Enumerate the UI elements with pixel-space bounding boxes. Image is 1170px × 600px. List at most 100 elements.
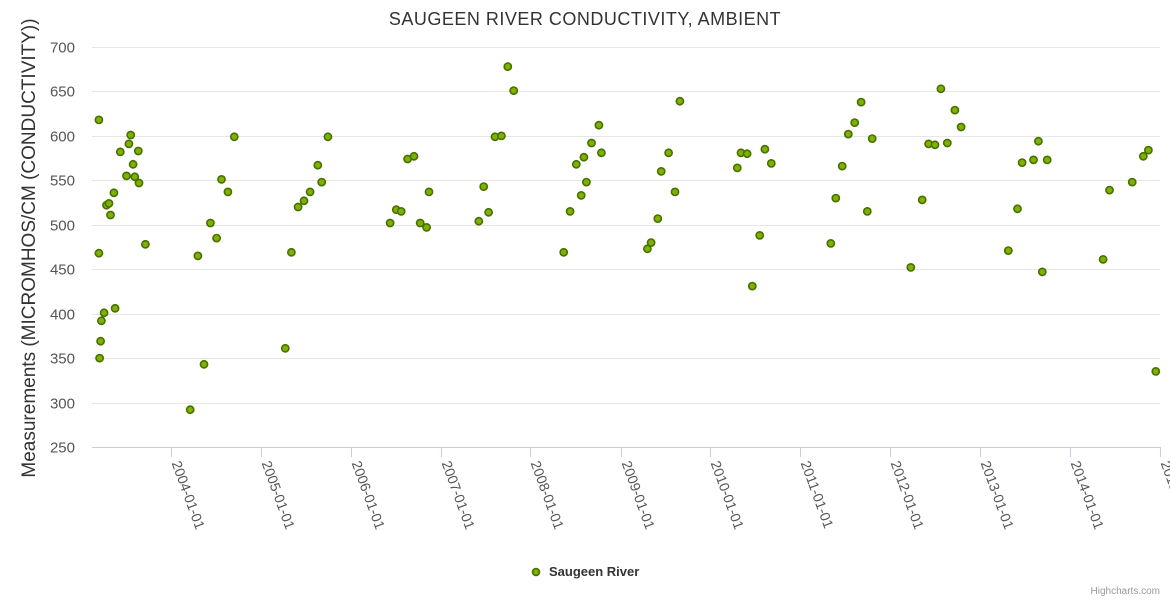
- data-point[interactable]: [1003, 246, 1013, 255]
- data-point[interactable]: [479, 182, 489, 191]
- data-point[interactable]: [229, 132, 239, 142]
- data-point[interactable]: [122, 171, 131, 181]
- legend-marker[interactable]: [531, 567, 541, 577]
- data-point[interactable]: [104, 198, 114, 208]
- data-point[interactable]: [950, 105, 960, 115]
- data-point[interactable]: [653, 214, 663, 223]
- data-point[interactable]: [594, 120, 604, 130]
- data-point[interactable]: [96, 336, 105, 346]
- data-point[interactable]: [850, 118, 860, 127]
- data-point[interactable]: [503, 62, 513, 71]
- data-point[interactable]: [670, 187, 680, 197]
- data-point[interactable]: [299, 196, 309, 206]
- data-point[interactable]: [134, 178, 144, 188]
- data-point[interactable]: [323, 132, 333, 142]
- data-point[interactable]: [1037, 267, 1047, 277]
- data-point[interactable]: [109, 188, 119, 198]
- data-point[interactable]: [110, 303, 120, 313]
- data-point[interactable]: [474, 216, 484, 226]
- data-point[interactable]: [415, 218, 425, 228]
- data-point[interactable]: [917, 195, 927, 205]
- credits-link[interactable]: Highcharts.com: [1091, 586, 1160, 597]
- series-saugeen-river[interactable]: [94, 62, 1161, 415]
- legend[interactable]: Saugeen River: [531, 564, 640, 579]
- data-point[interactable]: [106, 210, 115, 220]
- data-point[interactable]: [313, 160, 323, 170]
- data-point[interactable]: [956, 122, 966, 132]
- data-point[interactable]: [930, 140, 940, 150]
- data-point[interactable]: [280, 343, 290, 353]
- data-point[interactable]: [837, 161, 847, 171]
- data-point[interactable]: [942, 138, 952, 148]
- data-point[interactable]: [579, 152, 589, 162]
- data-point[interactable]: [409, 151, 419, 161]
- data-point[interactable]: [396, 206, 406, 216]
- data-point[interactable]: [223, 187, 233, 197]
- data-point[interactable]: [559, 247, 569, 257]
- data-point[interactable]: [95, 353, 104, 363]
- data-point[interactable]: [424, 187, 434, 197]
- data-point[interactable]: [205, 218, 215, 228]
- data-point[interactable]: [385, 218, 395, 228]
- data-point[interactable]: [565, 206, 575, 216]
- data-point[interactable]: [115, 147, 125, 157]
- data-point[interactable]: [1105, 185, 1114, 195]
- data-point[interactable]: [843, 129, 853, 139]
- data-point[interactable]: [99, 308, 109, 318]
- data-point[interactable]: [936, 84, 946, 94]
- data-point[interactable]: [130, 172, 140, 182]
- data-point[interactable]: [766, 158, 776, 168]
- data-point[interactable]: [94, 248, 104, 258]
- data-point[interactable]: [1144, 145, 1153, 155]
- data-point[interactable]: [305, 187, 315, 197]
- data-point[interactable]: [286, 247, 296, 257]
- data-point[interactable]: [193, 251, 203, 261]
- data-point[interactable]: [582, 177, 591, 187]
- data-point[interactable]: [906, 262, 916, 272]
- data-point[interactable]: [293, 202, 303, 212]
- data-point[interactable]: [664, 148, 673, 158]
- data-point[interactable]: [212, 233, 221, 243]
- data-point[interactable]: [862, 206, 872, 216]
- data-point[interactable]: [124, 139, 134, 149]
- data-point[interactable]: [128, 159, 138, 169]
- data-point[interactable]: [856, 97, 866, 107]
- data-point[interactable]: [643, 244, 652, 254]
- legend-label[interactable]: Saugeen River: [549, 564, 639, 579]
- data-point[interactable]: [97, 316, 106, 326]
- data-point[interactable]: [1138, 151, 1148, 161]
- data-point[interactable]: [597, 148, 606, 158]
- data-point[interactable]: [1042, 155, 1052, 165]
- data-point[interactable]: [656, 166, 666, 176]
- data-point[interactable]: [1013, 204, 1022, 214]
- data-point[interactable]: [94, 115, 104, 125]
- data-point[interactable]: [831, 193, 841, 203]
- data-point[interactable]: [484, 207, 493, 217]
- data-point[interactable]: [133, 146, 143, 156]
- data-point[interactable]: [646, 238, 656, 247]
- data-point[interactable]: [760, 144, 770, 154]
- data-point[interactable]: [675, 96, 685, 106]
- data-point[interactable]: [587, 138, 596, 148]
- data-point[interactable]: [576, 190, 586, 200]
- data-point[interactable]: [126, 130, 136, 140]
- data-point[interactable]: [199, 359, 209, 369]
- data-point[interactable]: [1017, 158, 1027, 167]
- data-point[interactable]: [1127, 177, 1137, 187]
- data-point[interactable]: [140, 239, 150, 249]
- data-point[interactable]: [217, 174, 226, 184]
- data-point[interactable]: [747, 281, 757, 291]
- data-point[interactable]: [742, 149, 752, 159]
- data-point[interactable]: [571, 159, 581, 169]
- data-point[interactable]: [185, 405, 195, 415]
- data-point[interactable]: [826, 238, 836, 248]
- data-point[interactable]: [509, 86, 519, 95]
- data-point[interactable]: [1151, 366, 1161, 376]
- data-point[interactable]: [1098, 254, 1108, 264]
- data-point[interactable]: [496, 131, 506, 141]
- data-point[interactable]: [732, 163, 742, 173]
- data-point[interactable]: [422, 222, 431, 232]
- data-point[interactable]: [867, 134, 877, 143]
- data-point[interactable]: [1034, 136, 1043, 146]
- data-point[interactable]: [1029, 155, 1038, 165]
